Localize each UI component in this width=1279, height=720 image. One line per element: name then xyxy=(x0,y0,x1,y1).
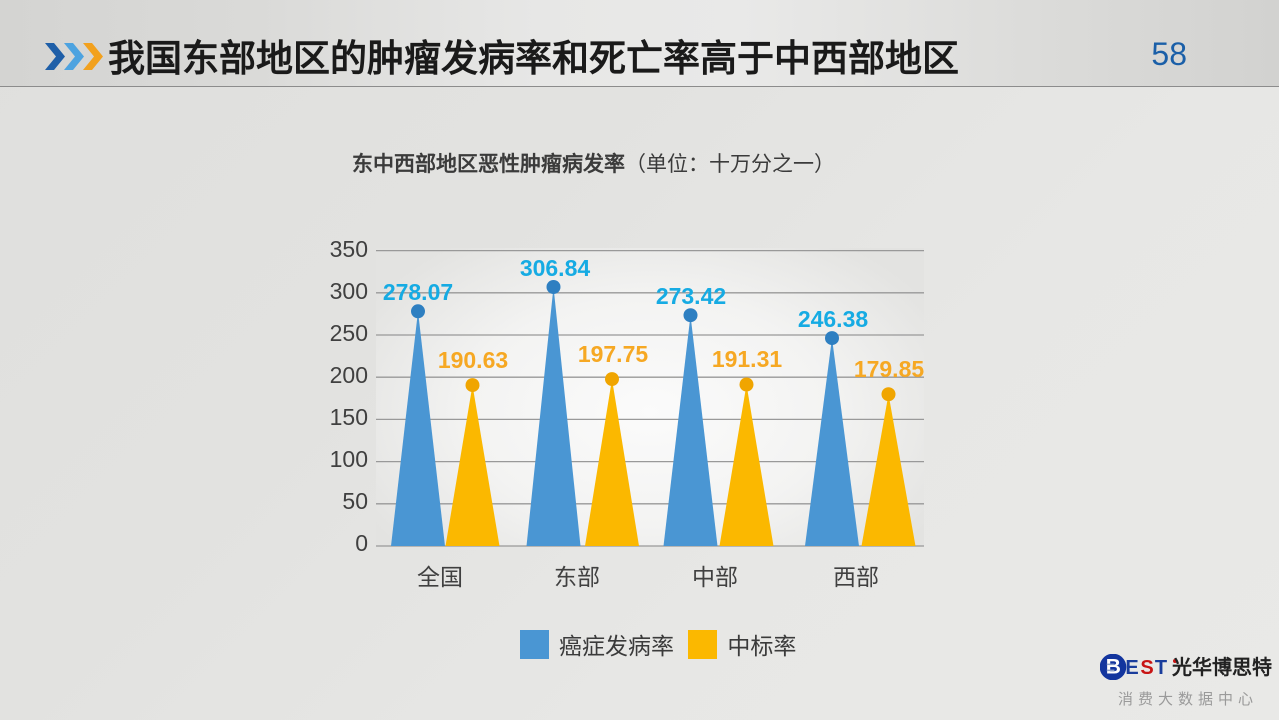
svg-text:E: E xyxy=(1125,657,1138,679)
svg-text:T: T xyxy=(1155,657,1167,679)
svg-text:B: B xyxy=(1106,655,1121,678)
svg-text:S: S xyxy=(1140,657,1153,679)
svg-text:光华博思特: 光华博思特 xyxy=(1171,655,1272,679)
